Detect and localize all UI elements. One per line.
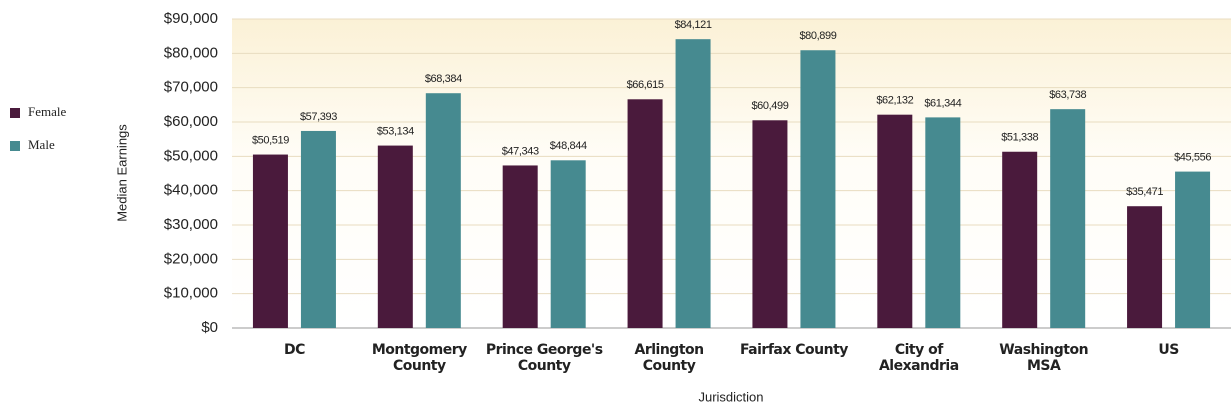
x-tick-label: Washington MSA	[999, 342, 1088, 374]
value-label: $68,384	[425, 73, 462, 85]
bar	[1175, 171, 1211, 328]
bar	[800, 50, 836, 328]
value-label: $61,344	[924, 97, 961, 109]
bar	[377, 145, 413, 328]
x-tick-label: Prince George's County	[486, 342, 603, 374]
bar	[925, 117, 961, 329]
bar	[752, 120, 788, 328]
y-tick-label: $40,000	[164, 182, 218, 199]
value-label: $53,134	[377, 125, 414, 137]
bar	[627, 99, 663, 328]
y-tick-label: $60,000	[164, 113, 218, 130]
y-tick-label: $70,000	[164, 79, 218, 96]
y-tick-label: $80,000	[164, 44, 218, 61]
y-tick-label: $30,000	[164, 216, 218, 233]
y-tick-label: $0	[201, 319, 218, 336]
x-tick-label: City of Alexandria	[879, 342, 959, 374]
value-label: $35,471	[1126, 186, 1163, 198]
x-tick-label: Arlington County	[635, 342, 704, 374]
value-label: $48,844	[550, 140, 587, 152]
bar	[1002, 151, 1038, 328]
legend-label: Female	[28, 104, 66, 119]
y-tick-label: $50,000	[164, 147, 218, 164]
y-tick-label: $90,000	[164, 10, 218, 27]
bar	[502, 165, 538, 328]
bar	[1127, 206, 1163, 328]
y-tick-label: $10,000	[164, 285, 218, 302]
bar	[675, 39, 711, 328]
y-tick-label: $20,000	[164, 250, 218, 267]
value-label: $84,121	[675, 19, 712, 31]
bar	[550, 160, 586, 328]
legend-label: Male	[28, 137, 55, 152]
legend-swatch	[10, 108, 20, 118]
value-label: $47,343	[502, 145, 539, 157]
value-label: $57,393	[300, 111, 337, 123]
x-tick-label: DC	[284, 342, 305, 358]
bar	[877, 114, 913, 328]
bar	[300, 130, 336, 328]
bar	[252, 154, 288, 328]
x-tick-label: US	[1158, 342, 1179, 358]
value-label: $62,132	[876, 95, 913, 107]
value-label: $63,738	[1049, 89, 1086, 101]
bar	[425, 93, 461, 328]
x-tick-label: Fairfax County	[740, 342, 848, 358]
value-label: $50,519	[252, 134, 289, 146]
value-label: $45,556	[1174, 151, 1211, 163]
value-label: $60,499	[751, 100, 788, 112]
x-tick-label: Montgomery County	[372, 342, 467, 374]
legend-swatch	[10, 141, 20, 151]
y-axis-label: Median Earnings	[114, 124, 129, 222]
value-label: $66,615	[627, 79, 664, 91]
bar	[1050, 109, 1086, 328]
value-label: $80,899	[799, 30, 836, 42]
value-label: $51,338	[1001, 132, 1038, 144]
x-axis-label: Jurisdiction	[698, 389, 763, 404]
